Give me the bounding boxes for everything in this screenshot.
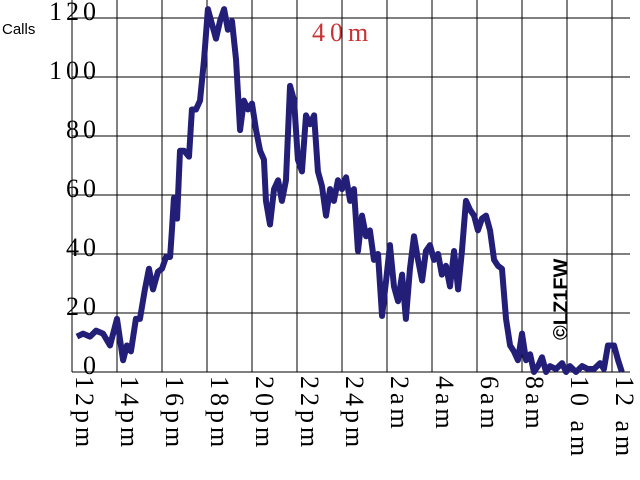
data-line xyxy=(75,6,625,375)
y-tick-label: 120 xyxy=(49,0,100,26)
watermark: ©LZ1FW xyxy=(550,258,572,340)
x-tick-label: 20pm xyxy=(250,376,279,451)
y-tick-label: 40 xyxy=(66,233,100,262)
x-tick-label: 24pm xyxy=(340,376,369,451)
x-tick-label: 2am xyxy=(385,376,414,433)
x-tick-label: 12 am xyxy=(610,376,639,460)
y-tick-label: 20 xyxy=(66,292,100,321)
chart-title: 40m xyxy=(312,18,373,47)
x-tick-label: 8am xyxy=(520,376,549,433)
x-tick-label: 4am xyxy=(430,376,459,433)
x-tick-label: 22pm xyxy=(295,376,324,451)
y-axis-label: Calls xyxy=(2,21,35,38)
x-tick-label: 10 am xyxy=(565,376,594,460)
x-tick-label: 12pm xyxy=(70,376,99,451)
y-tick-label: 80 xyxy=(66,115,100,144)
x-tick-label: 6am xyxy=(475,376,504,433)
y-tick-label: 0 xyxy=(83,351,100,380)
x-tick-label: 18pm xyxy=(205,376,234,451)
y-tick-label: 100 xyxy=(49,56,100,85)
y-tick-label: 60 xyxy=(66,174,100,203)
x-tick-label: 14pm xyxy=(115,376,144,451)
x-tick-label: 16pm xyxy=(160,376,189,451)
